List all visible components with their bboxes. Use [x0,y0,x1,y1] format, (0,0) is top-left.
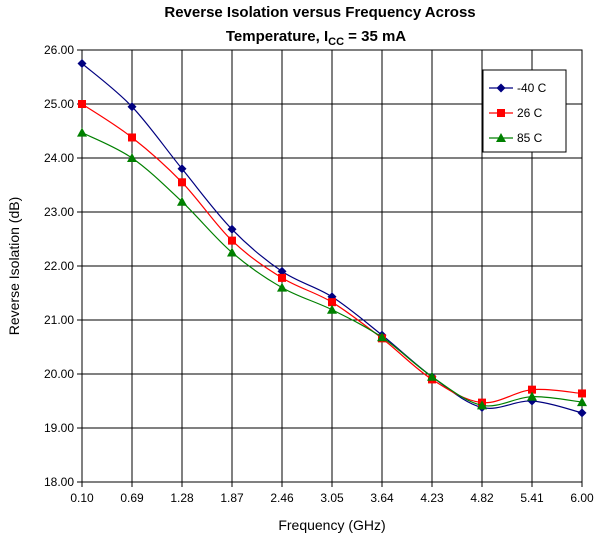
x-tick-label: 4.23 [420,491,444,505]
y-tick-label: 26.00 [44,43,74,57]
data-point [277,282,287,292]
x-tick-label: 6.00 [570,491,594,505]
data-point [577,408,587,418]
data-point [328,298,336,307]
x-tick-label: 2.46 [270,491,294,505]
data-point [377,332,387,342]
data-point [527,391,537,401]
chart-title-suffix: = 35 mA [344,28,406,45]
data-point [227,247,237,257]
series-line [81,63,583,414]
data-point [177,164,187,174]
x-tick-label: 3.05 [320,491,344,505]
data-point [78,100,86,108]
legend-entry: 85 C [489,131,543,145]
legend: -40 C 26 C 85 C [482,69,567,153]
x-tick-label: 4.82 [470,491,494,505]
chart-title-subscript: CC [328,36,344,48]
data-point [277,266,287,276]
y-axis-label: Reverse Isolation (dB) [6,197,22,336]
x-tick-label: 0.69 [120,491,144,505]
chart-title-line1: Reverse Isolation versus Frequency Acros… [164,4,475,21]
data-point [228,236,236,245]
data-point [128,133,136,142]
data-point [577,397,587,407]
x-tick-label: 0.10 [70,491,94,505]
data-point [178,178,186,187]
y-tick-label: 22.00 [44,259,74,273]
data-point [528,385,536,394]
x-tick-label: 5.41 [520,491,544,505]
y-axis-ticks: 18.00 19.00 20.00 21.00 22.00 23.00 24.00 25.00… [44,43,82,489]
x-tick-label: 1.28 [170,491,194,505]
y-tick-label: 20.00 [44,367,74,381]
y-tick-label: 25.00 [44,97,74,111]
data-point [227,224,237,234]
x-axis-label: Frequency (GHz) [278,517,385,533]
y-tick-label: 23.00 [44,205,74,219]
data-point [177,196,187,206]
x-tick-label: 1.87 [220,491,244,505]
legend-swatch-marker [496,133,506,142]
chart-title-line2: Temperature, ICC = 35 mA [226,28,406,48]
legend-label: 26 C [517,106,543,120]
data-point [278,273,286,282]
chart-title-prefix: Temperature, I [226,28,328,45]
legend-swatch-marker [497,109,505,117]
series-group [77,59,587,418]
y-tick-label: 18.00 [44,475,74,489]
x-tick-label: 3.64 [370,491,394,505]
legend-label: -40 C [517,81,547,95]
x-axis-ticks: 0.10 0.69 1.28 1.87 2.46 3.05 3.64 4.23 4.82 5.41… [70,482,594,505]
legend-label: 85 C [517,131,543,145]
data-point [77,59,87,68]
y-tick-label: 24.00 [44,151,74,165]
y-tick-label: 21.00 [44,313,74,327]
y-tick-label: 19.00 [44,421,74,435]
legend-swatch-marker [496,83,506,93]
data-point [327,304,337,314]
data-point [77,127,87,137]
series-85-c [77,127,587,410]
data-point [127,153,137,162]
data-point [127,102,137,112]
grid [82,50,582,482]
data-point [427,371,437,381]
data-point [578,389,586,398]
legend-entry: 26 C [489,106,543,120]
data-point [477,400,487,410]
legend-entry: -40 C [489,81,547,95]
